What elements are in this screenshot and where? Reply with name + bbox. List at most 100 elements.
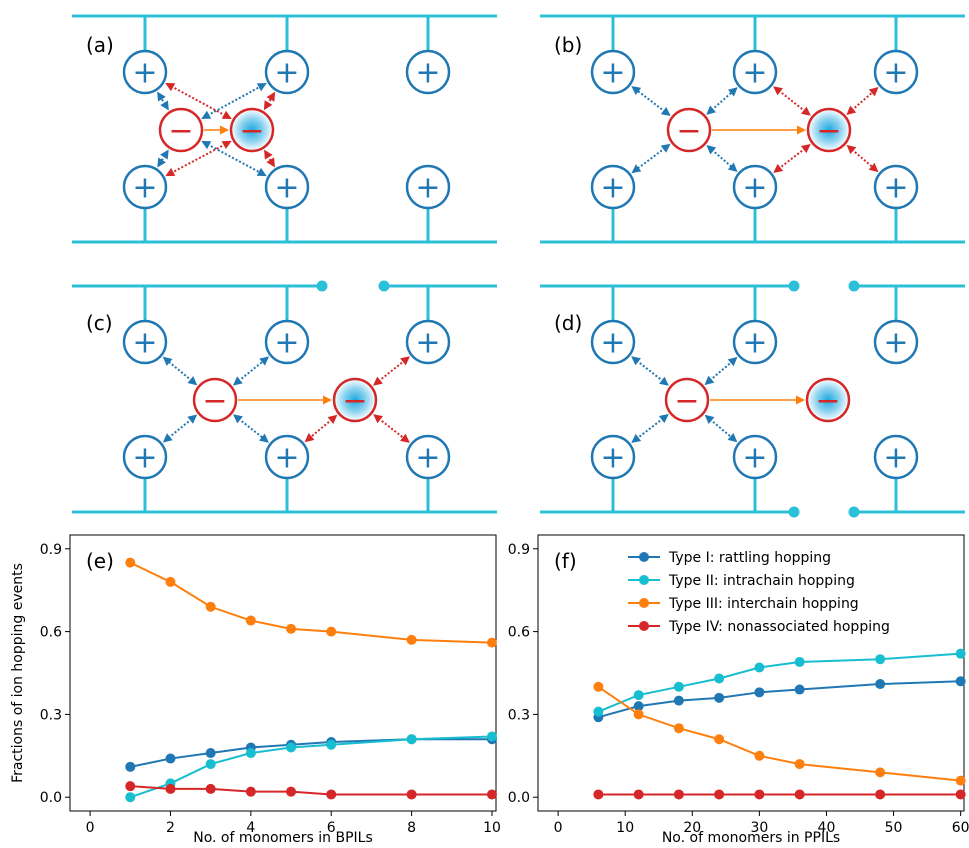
arrow-head bbox=[264, 149, 273, 160]
arrow-head bbox=[631, 85, 642, 95]
data-point-type-3 bbox=[794, 759, 805, 770]
cation bbox=[873, 319, 919, 365]
interaction-link bbox=[709, 360, 733, 382]
cation-plus-sign: + bbox=[600, 56, 625, 91]
anion-after-hop bbox=[805, 377, 851, 423]
arrow-head bbox=[773, 86, 783, 96]
panel-label-d: (d) bbox=[554, 311, 582, 335]
data-point-type-1 bbox=[125, 761, 136, 772]
arrow-head bbox=[187, 376, 198, 386]
interaction-link bbox=[710, 91, 734, 111]
arrow-head bbox=[704, 414, 715, 425]
arrow-head bbox=[221, 140, 232, 150]
cation-plus-sign: + bbox=[742, 326, 767, 361]
x-tick-label: 0 bbox=[554, 820, 563, 836]
interaction-link bbox=[851, 148, 874, 169]
data-point-type-1 bbox=[165, 753, 176, 764]
anion-minus-sign: − bbox=[674, 384, 699, 419]
series-line-type-2 bbox=[129, 735, 493, 799]
arrow-head bbox=[801, 106, 811, 116]
arrow-head bbox=[165, 82, 176, 92]
data-point-type-2 bbox=[406, 734, 417, 745]
cation bbox=[264, 49, 310, 95]
data-point-type-2 bbox=[205, 759, 216, 770]
interaction-link bbox=[851, 90, 874, 112]
cation bbox=[264, 319, 310, 365]
data-point-type-3 bbox=[165, 576, 176, 587]
data-point-type-4 bbox=[754, 789, 765, 800]
series-line-type-1 bbox=[598, 680, 961, 719]
legend-marker-type-2 bbox=[639, 575, 649, 585]
interaction-link bbox=[778, 147, 806, 170]
data-point-type-4 bbox=[125, 781, 136, 792]
interaction-link bbox=[711, 148, 733, 169]
y-tick-label: 0.6 bbox=[508, 625, 530, 641]
panel-label-e: (e) bbox=[86, 549, 114, 573]
y-tick-label: 0.3 bbox=[508, 707, 530, 723]
data-point-type-2 bbox=[486, 731, 497, 742]
series-line-type-4 bbox=[130, 785, 492, 796]
anion-minus-sign: − bbox=[239, 114, 264, 149]
data-point-type-2 bbox=[955, 648, 966, 659]
cation bbox=[122, 319, 168, 365]
data-point-type-3 bbox=[245, 615, 256, 626]
arrow-head bbox=[266, 91, 276, 102]
cation bbox=[264, 434, 310, 480]
data-point-type-2 bbox=[673, 681, 684, 692]
chart-f-content: 0 10 20 30 40 50 60 0.0 0.3 0.6 0.9 bbox=[508, 542, 969, 836]
legend-marker-type-1 bbox=[639, 552, 649, 562]
data-point-type-3 bbox=[326, 626, 337, 637]
data-point-type-2 bbox=[125, 792, 136, 803]
cation bbox=[405, 319, 451, 365]
data-point-type-3 bbox=[286, 623, 297, 634]
x-tick-label: 2 bbox=[166, 820, 175, 836]
cation-plus-sign: + bbox=[742, 171, 767, 206]
arrow-head bbox=[263, 100, 273, 111]
schematic-panel-c: + + + + + + − − bbox=[72, 280, 497, 514]
interaction-link bbox=[377, 359, 406, 383]
cation bbox=[264, 164, 310, 210]
arrow-head bbox=[868, 162, 879, 173]
chart-e-xlabel: No. of monomers in BPILs bbox=[193, 830, 373, 846]
legend-label-type-4: Type IV: nonassociated hopping bbox=[668, 619, 890, 635]
cation-plus-sign: + bbox=[600, 441, 625, 476]
cation bbox=[405, 434, 451, 480]
anion-after-hop bbox=[229, 107, 275, 153]
data-point-type-2 bbox=[714, 673, 725, 684]
schematic-panel-d: + + + + + + − − bbox=[540, 280, 965, 518]
x-tick-label: 30 bbox=[750, 820, 768, 836]
legend-label-type-1: Type I: rattling hopping bbox=[668, 550, 831, 566]
arrow-head bbox=[659, 376, 669, 386]
anion bbox=[158, 107, 204, 153]
cation bbox=[732, 49, 778, 95]
cation-plus-sign: + bbox=[600, 326, 625, 361]
x-tick-label: 20 bbox=[683, 820, 701, 836]
data-point-type-3 bbox=[593, 681, 604, 692]
arrow-head bbox=[157, 91, 166, 102]
data-point-type-2 bbox=[286, 742, 297, 753]
chart-f: (f) 0 10 20 30 40 50 60 0.0 0.3 0.6 0.9 No. of mon… bbox=[508, 534, 969, 846]
cation-plus-sign: + bbox=[132, 56, 157, 91]
cation-plus-sign: + bbox=[132, 441, 157, 476]
cation bbox=[873, 164, 919, 210]
data-point-type-4 bbox=[245, 786, 256, 797]
cation-plus-sign: + bbox=[274, 56, 299, 91]
arrow-head bbox=[232, 376, 243, 386]
schematics: ++++++− −++++++− −++++++− −++++++− − bbox=[72, 14, 965, 518]
series-line-type-3 bbox=[597, 685, 961, 782]
arrow-head bbox=[800, 144, 811, 154]
x-tick-label: 60 bbox=[952, 820, 969, 836]
cation bbox=[732, 164, 778, 210]
panel-label-c: (c) bbox=[86, 311, 113, 335]
chain-end bbox=[316, 280, 328, 292]
arrow-head bbox=[256, 83, 267, 92]
arrow-head bbox=[631, 356, 641, 366]
interaction-link bbox=[167, 418, 193, 439]
cation bbox=[122, 164, 168, 210]
y-tick-label: 0.9 bbox=[40, 542, 62, 558]
arrow-head bbox=[797, 125, 806, 135]
cation-plus-sign: + bbox=[883, 56, 908, 91]
chain-end bbox=[788, 280, 800, 292]
arrow-head bbox=[259, 356, 270, 366]
